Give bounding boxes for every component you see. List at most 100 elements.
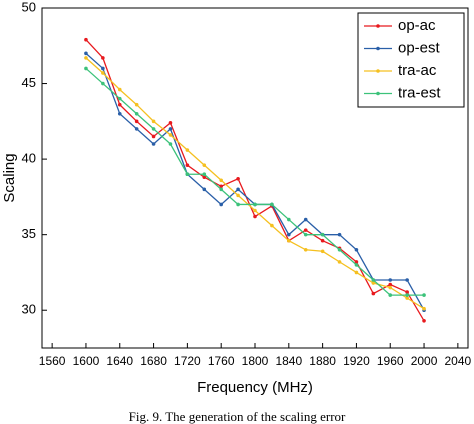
data-point — [303, 217, 308, 222]
data-point — [151, 127, 156, 131]
data-point — [388, 282, 393, 287]
x-tick-label: 1760 — [208, 354, 235, 368]
data-point — [405, 293, 409, 297]
data-point — [303, 232, 308, 237]
data-point — [354, 263, 359, 267]
data-point — [405, 278, 409, 282]
x-tick-label: 1840 — [275, 354, 302, 368]
data-point — [253, 202, 257, 207]
data-point — [219, 187, 223, 192]
data-point — [117, 111, 122, 116]
legend-label: tra-est — [398, 84, 441, 101]
data-point — [320, 232, 325, 237]
data-point — [84, 51, 88, 56]
data-point — [151, 119, 156, 124]
data-point — [287, 238, 291, 243]
data-point — [371, 281, 376, 285]
data-point — [371, 278, 376, 282]
legend-marker — [376, 69, 380, 73]
data-point — [84, 56, 88, 60]
data-point — [168, 133, 173, 137]
x-tick-label: 1920 — [343, 354, 370, 368]
legend-marker — [376, 91, 380, 96]
x-tick-label: 1560 — [39, 354, 66, 368]
data-point — [101, 56, 105, 60]
data-point — [253, 214, 257, 219]
data-point — [202, 175, 207, 180]
data-point — [134, 111, 139, 116]
data-point — [134, 119, 139, 124]
data-point — [236, 187, 240, 192]
data-point — [422, 293, 426, 297]
data-point — [303, 228, 308, 232]
x-tick-label: 1720 — [174, 354, 201, 368]
data-point — [405, 290, 409, 294]
data-point — [101, 81, 105, 86]
data-point — [151, 142, 156, 146]
data-point — [151, 134, 156, 139]
legend-box — [357, 12, 465, 108]
legend-label: op-ac — [398, 17, 436, 34]
data-point — [303, 247, 308, 252]
data-point — [202, 163, 207, 167]
x-tick-label: 2040 — [445, 354, 472, 368]
data-point — [219, 202, 223, 207]
data-point — [354, 260, 359, 264]
data-point — [337, 260, 342, 264]
data-point — [117, 96, 122, 101]
data-point — [168, 142, 173, 146]
data-point — [117, 87, 122, 92]
legend-label: op-est — [398, 39, 441, 56]
data-point — [202, 187, 207, 192]
y-axis-title: Scaling — [1, 153, 18, 202]
data-point — [422, 319, 426, 323]
data-point — [84, 66, 88, 71]
x-axis-title: Frequency (MHz) — [197, 379, 313, 396]
data-point — [388, 293, 393, 297]
data-point — [270, 223, 274, 228]
x-tick-label: 1880 — [309, 354, 336, 368]
data-point — [320, 238, 325, 243]
data-point — [185, 172, 190, 177]
data-point — [134, 102, 139, 107]
data-point — [371, 291, 376, 296]
legend-label: tra-ac — [398, 62, 437, 79]
data-point — [101, 66, 105, 71]
x-tick-label: 1640 — [106, 354, 133, 368]
data-point — [202, 172, 207, 177]
data-point — [354, 247, 359, 252]
data-point — [117, 102, 122, 107]
data-point — [320, 249, 325, 254]
y-tick-label: 35 — [22, 226, 36, 241]
data-point — [287, 232, 291, 237]
data-point — [185, 163, 190, 167]
data-point — [253, 208, 257, 213]
y-tick-label: 30 — [22, 302, 36, 317]
x-tick-label: 1800 — [242, 354, 269, 368]
data-point — [84, 37, 88, 42]
x-tick-label: 2000 — [411, 354, 438, 368]
x-tick-label: 1680 — [140, 354, 167, 368]
data-point — [168, 127, 173, 131]
data-point — [219, 184, 223, 189]
data-point — [287, 217, 291, 222]
data-point — [405, 296, 409, 300]
data-point — [236, 202, 240, 207]
data-point — [270, 202, 274, 207]
y-tick-label: 45 — [22, 75, 36, 90]
data-point — [219, 178, 223, 183]
data-point — [101, 71, 105, 75]
data-point — [422, 306, 426, 311]
data-point — [337, 247, 342, 252]
data-point — [388, 278, 393, 282]
x-tick-label: 1600 — [73, 354, 100, 368]
y-tick-label: 40 — [22, 151, 36, 166]
y-tick-label: 50 — [22, 0, 36, 14]
data-point — [236, 176, 240, 181]
caption: Fig. 9. The generation of the scaling er… — [129, 409, 346, 424]
data-point — [388, 285, 393, 290]
data-point — [168, 121, 173, 125]
x-tick-label: 1960 — [377, 354, 404, 368]
